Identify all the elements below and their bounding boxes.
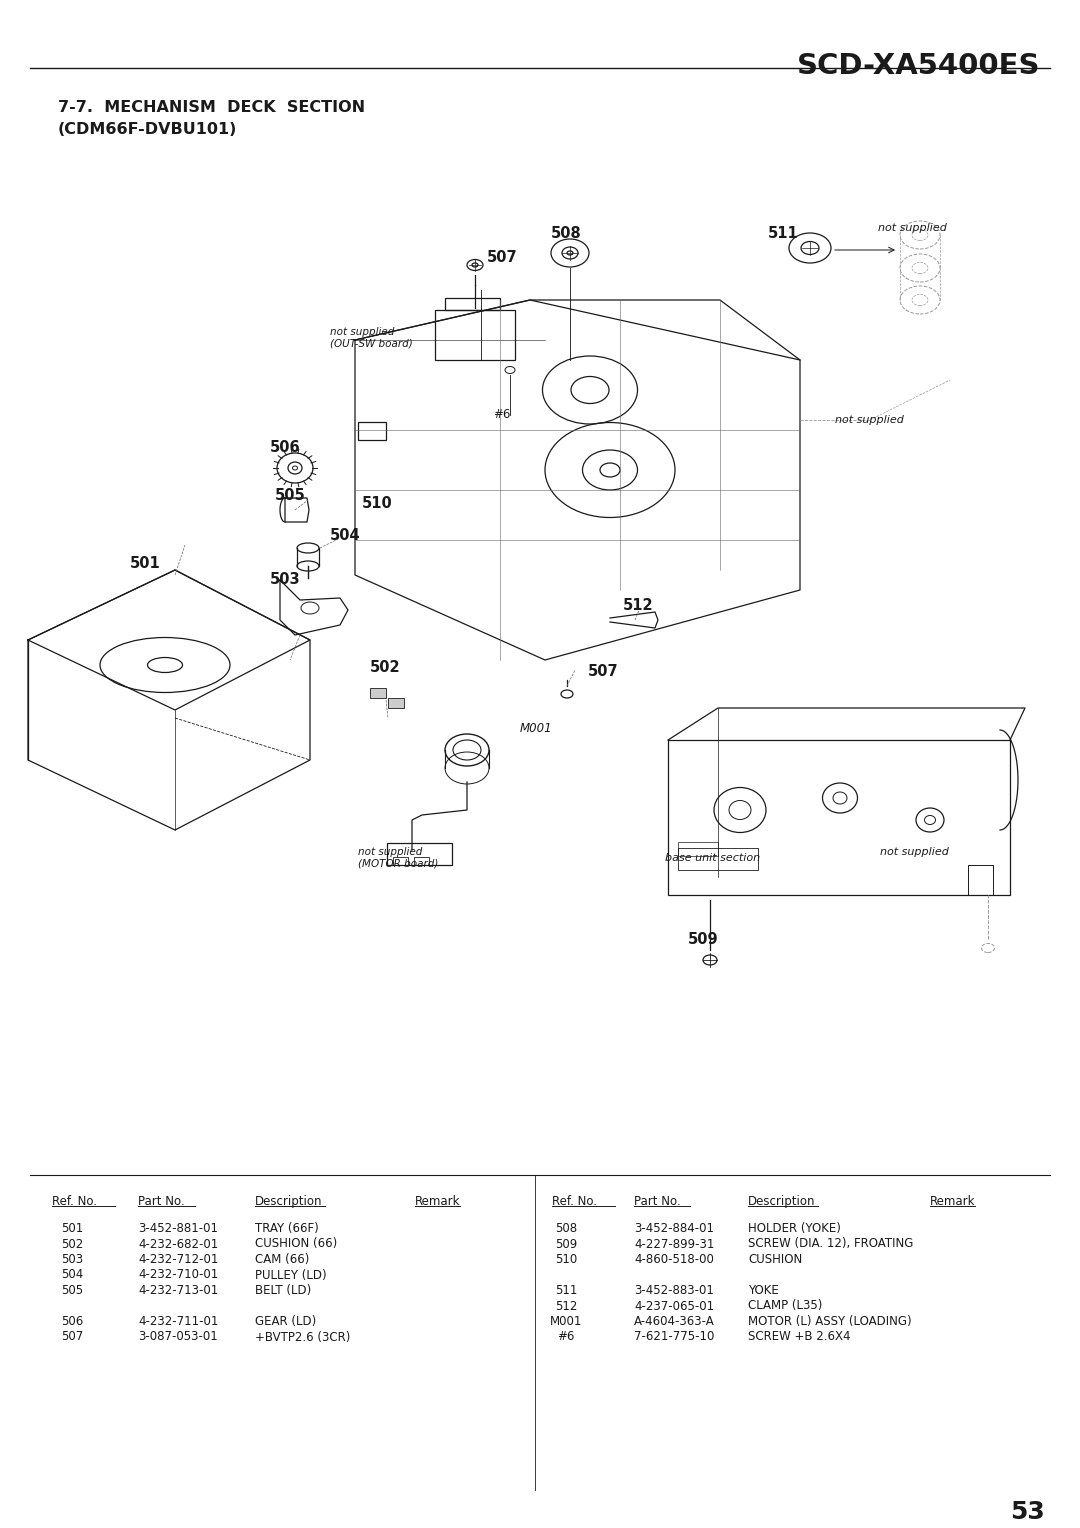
Text: YOKE: YOKE (748, 1284, 779, 1297)
Text: CLAMP (L35): CLAMP (L35) (748, 1299, 822, 1313)
Text: Part No.: Part No. (634, 1195, 680, 1209)
Text: PULLEY (LD): PULLEY (LD) (255, 1268, 326, 1282)
Text: 4-232-713-01: 4-232-713-01 (138, 1284, 218, 1297)
Bar (678, 848, 758, 869)
Text: 509: 509 (688, 932, 718, 947)
Text: GEAR (LD): GEAR (LD) (255, 1316, 316, 1328)
Text: Part No.: Part No. (138, 1195, 185, 1209)
Bar (393, 857, 408, 865)
Text: 4-232-712-01: 4-232-712-01 (138, 1253, 218, 1267)
Text: 502: 502 (60, 1238, 83, 1250)
Bar (669, 740, 1010, 895)
Text: 512: 512 (623, 597, 653, 613)
Text: 4-860-518-00: 4-860-518-00 (634, 1253, 714, 1267)
Text: 512: 512 (555, 1299, 577, 1313)
Bar (370, 688, 386, 698)
Text: M001: M001 (519, 721, 553, 735)
Bar (388, 698, 404, 707)
Text: base unit section: base unit section (665, 853, 760, 863)
Text: +BVTP2.6 (3CR): +BVTP2.6 (3CR) (255, 1331, 350, 1343)
Text: Remark: Remark (415, 1195, 460, 1209)
Text: #6: #6 (557, 1331, 575, 1343)
Text: M001: M001 (550, 1316, 582, 1328)
Text: 4-227-899-31: 4-227-899-31 (634, 1238, 714, 1250)
Text: 504: 504 (60, 1268, 83, 1282)
Text: 507: 507 (60, 1331, 83, 1343)
Text: 7-621-775-10: 7-621-775-10 (634, 1331, 714, 1343)
Text: CUSHION (66): CUSHION (66) (255, 1238, 337, 1250)
Bar (357, 422, 386, 440)
Text: not supplied
(MOTOR board): not supplied (MOTOR board) (357, 847, 438, 869)
Text: 505: 505 (60, 1284, 83, 1297)
Text: HOLDER (YOKE): HOLDER (YOKE) (748, 1222, 841, 1235)
Text: 507: 507 (588, 665, 619, 680)
Text: 4-237-065-01: 4-237-065-01 (634, 1299, 714, 1313)
Text: 53: 53 (1010, 1500, 1045, 1523)
Text: 502: 502 (370, 660, 401, 675)
Text: SCD-XA5400ES: SCD-XA5400ES (797, 52, 1040, 79)
Text: TRAY (66F): TRAY (66F) (255, 1222, 319, 1235)
Text: 4-232-710-01: 4-232-710-01 (138, 1268, 218, 1282)
Text: BELT (LD): BELT (LD) (255, 1284, 311, 1297)
Text: 504: 504 (330, 527, 361, 542)
Text: (CDM66F-DVBU101): (CDM66F-DVBU101) (58, 122, 238, 138)
Text: Ref. No.: Ref. No. (552, 1195, 597, 1209)
Text: 506: 506 (270, 440, 300, 455)
Text: not supplied: not supplied (878, 223, 947, 232)
Text: MOTOR (L) ASSY (LOADING): MOTOR (L) ASSY (LOADING) (748, 1316, 912, 1328)
Bar (414, 857, 429, 865)
Text: CUSHION: CUSHION (748, 1253, 802, 1267)
Text: not supplied: not supplied (835, 416, 904, 425)
Text: 508: 508 (555, 1222, 577, 1235)
Text: SCREW +B 2.6X4: SCREW +B 2.6X4 (748, 1331, 851, 1343)
Bar (435, 310, 515, 361)
Text: 505: 505 (275, 489, 306, 504)
Text: 508: 508 (551, 226, 582, 240)
Text: #6: #6 (492, 408, 511, 422)
Text: SCREW (DIA. 12), FROATING: SCREW (DIA. 12), FROATING (748, 1238, 914, 1250)
Text: 510: 510 (362, 495, 393, 510)
Text: 4-232-682-01: 4-232-682-01 (138, 1238, 218, 1250)
Text: Ref. No.: Ref. No. (52, 1195, 97, 1209)
Text: 501: 501 (60, 1222, 83, 1235)
Text: A-4604-363-A: A-4604-363-A (634, 1316, 715, 1328)
Text: 3-452-884-01: 3-452-884-01 (634, 1222, 714, 1235)
Text: CAM (66): CAM (66) (255, 1253, 309, 1267)
Text: not supplied
(OUT-SW board): not supplied (OUT-SW board) (330, 327, 413, 348)
Bar (387, 843, 453, 865)
Text: Remark: Remark (930, 1195, 975, 1209)
Text: 503: 503 (270, 573, 300, 587)
Text: 511: 511 (555, 1284, 577, 1297)
Text: Description: Description (255, 1195, 323, 1209)
Text: not supplied: not supplied (880, 847, 949, 857)
Bar (968, 865, 993, 895)
Bar (445, 298, 500, 310)
Text: 510: 510 (555, 1253, 577, 1267)
Text: 3-087-053-01: 3-087-053-01 (138, 1331, 218, 1343)
Text: 7-7.  MECHANISM  DECK  SECTION: 7-7. MECHANISM DECK SECTION (58, 99, 365, 115)
Text: 3-452-881-01: 3-452-881-01 (138, 1222, 218, 1235)
Text: 501: 501 (130, 556, 161, 570)
Text: 509: 509 (555, 1238, 577, 1250)
Text: 511: 511 (768, 226, 799, 240)
Text: 507: 507 (487, 251, 517, 266)
Text: 503: 503 (60, 1253, 83, 1267)
Text: 3-452-883-01: 3-452-883-01 (634, 1284, 714, 1297)
Text: 4-232-711-01: 4-232-711-01 (138, 1316, 218, 1328)
Text: 506: 506 (60, 1316, 83, 1328)
Bar (678, 842, 718, 856)
Text: Description: Description (748, 1195, 815, 1209)
